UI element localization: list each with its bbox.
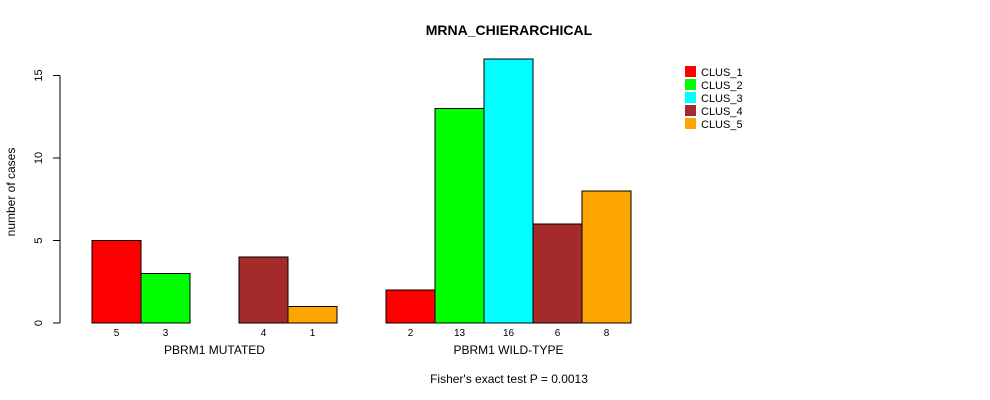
bar-count-label: 5 [114, 328, 120, 339]
legend-swatch [685, 118, 696, 129]
y-tick-label: 10 [33, 152, 45, 164]
legend-swatch [685, 92, 696, 103]
legend-label: CLUS_1 [701, 67, 743, 79]
legend-label: CLUS_3 [701, 93, 743, 105]
y-tick-label: 0 [33, 320, 45, 326]
bar-count-label: 3 [163, 328, 169, 339]
bars [91, 58, 632, 324]
bar-count-label: 6 [555, 328, 561, 339]
bar-count-label: 1 [310, 328, 316, 339]
bar-clus-1-mutated [91, 240, 142, 324]
y-axis-label: number of cases [4, 148, 18, 237]
group-label: PBRM1 MUTATED [164, 343, 265, 357]
y-tick-label: 15 [33, 69, 45, 81]
bar-clus-5-wild-type [581, 190, 632, 324]
bar-count-label: 13 [454, 328, 466, 339]
bar-clus-2-mutated [140, 273, 191, 324]
bar-clus-4-mutated [238, 256, 289, 324]
bar-count-label: 2 [408, 328, 414, 339]
bar-count-label: 16 [503, 328, 515, 339]
bar-clus-5-mutated [287, 306, 338, 324]
legend-label: CLUS_4 [701, 106, 743, 118]
legend-swatch [685, 105, 696, 116]
legend-label: CLUS_2 [701, 80, 743, 92]
group-label: PBRM1 WILD-TYPE [453, 343, 563, 357]
group-labels: PBRM1 MUTATED PBRM1 WILD-TYPE [164, 343, 563, 357]
chart-title: MRNA_CHIERARCHICAL [426, 22, 593, 38]
bar-clus-2-wild-type [434, 108, 485, 324]
y-axis: 0 5 10 15 [33, 69, 61, 326]
bar-count-label: 4 [261, 328, 267, 339]
count-labels: 5 3 4 1 2 13 16 6 8 [114, 328, 610, 339]
legend-label: CLUS_5 [701, 119, 743, 131]
y-tick-label: 5 [33, 237, 45, 243]
bar-clus-3-wild-type [483, 58, 534, 324]
bar-clus-1-wild-type [385, 289, 436, 324]
bar-clus-4-wild-type [532, 223, 583, 324]
fisher-test-footer: Fisher's exact test P = 0.0013 [430, 372, 588, 386]
legend-swatch [685, 79, 696, 90]
bar-count-label: 8 [604, 328, 610, 339]
legend-swatch [685, 66, 696, 77]
